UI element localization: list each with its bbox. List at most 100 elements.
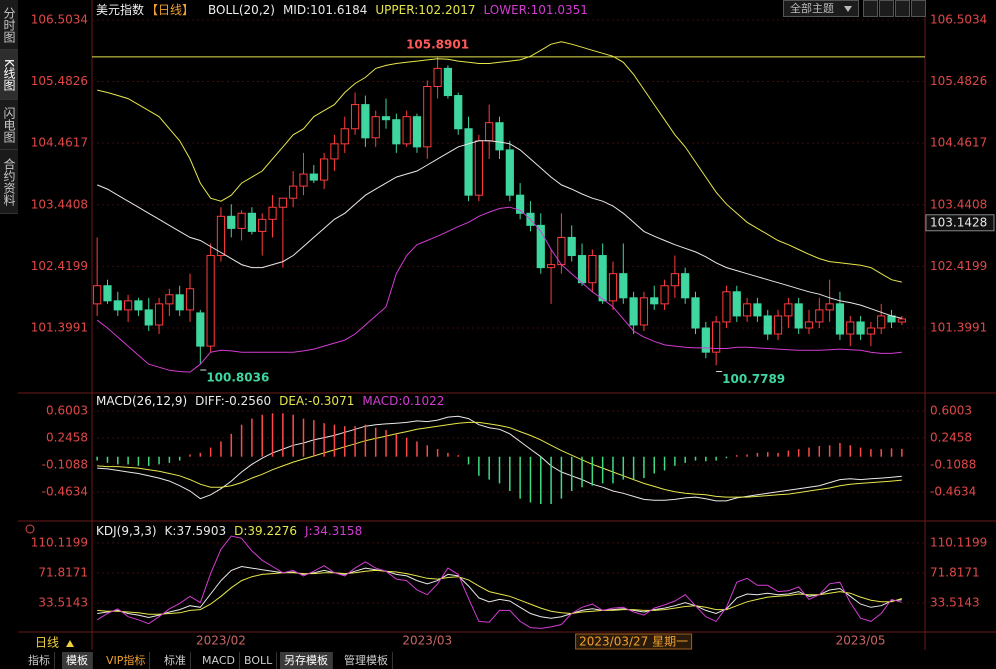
candle-body <box>835 303 845 335</box>
candle-body <box>93 285 102 305</box>
bottom-tab[interactable]: MACD <box>198 652 240 669</box>
candle-body <box>258 218 267 232</box>
legend-entry: DEA:-0.3071 <box>279 394 354 408</box>
candle-body <box>216 215 226 257</box>
candle-body <box>237 212 246 229</box>
candle-body <box>113 300 122 311</box>
series-line <box>97 569 902 615</box>
candle-body <box>846 321 855 335</box>
candle-body <box>608 273 618 302</box>
bottom-tab[interactable]: 模板 <box>62 652 93 669</box>
period-tab[interactable]: 日线 <box>35 636 59 650</box>
candle-body <box>681 273 690 299</box>
side-tab[interactable]: 闪电图 <box>0 100 18 150</box>
legend-entry: MID:101.6184 <box>283 3 367 17</box>
candle-body <box>381 116 391 121</box>
candle-body <box>794 303 803 329</box>
series-line <box>97 565 902 619</box>
bottom-tab[interactable]: 标准 <box>160 652 191 669</box>
bottom-tab[interactable]: 指标 <box>24 652 55 669</box>
candle-body <box>474 140 483 196</box>
theme-label: 全部主题 <box>790 2 834 15</box>
side-tab[interactable]: K线图 <box>0 50 18 100</box>
period-arrow[interactable] <box>66 640 74 647</box>
candle-body <box>144 309 153 326</box>
candle-body <box>712 321 721 353</box>
candle-body <box>505 149 514 196</box>
candle-body <box>691 297 700 329</box>
candle-body <box>598 255 607 302</box>
candle-body <box>588 255 597 284</box>
tool-icon[interactable] <box>863 0 878 17</box>
y-tick-label: 110.1199 <box>930 535 987 549</box>
candle-body <box>402 116 411 145</box>
y-tick-label: 71.8171 <box>38 565 88 579</box>
legend-entry: UPPER:102.2017 <box>375 3 475 17</box>
candle-body <box>175 294 184 311</box>
y-tick-label: 103.4408 <box>930 197 987 211</box>
panel-header: MACD(26,12,9) DIFF:-0.2560 DEA:-0.3071 MACD… <box>96 394 444 408</box>
candle-body <box>619 273 628 299</box>
candle-body <box>247 212 257 232</box>
candle-body <box>650 297 659 305</box>
candle-body <box>546 264 556 269</box>
candle-body <box>433 67 442 87</box>
candle-body <box>629 297 638 326</box>
candle-body <box>185 288 195 311</box>
y-tick-label: 101.3991 <box>930 321 987 335</box>
y-tick-label: -0.1088 <box>42 458 88 472</box>
candle-body <box>412 116 422 148</box>
candle-body <box>165 294 174 305</box>
side-tab[interactable]: 合约资料 <box>0 150 18 214</box>
theme-button[interactable]: 全部主题 <box>783 0 859 17</box>
y-tick-label: 0.2458 <box>930 430 972 444</box>
x-tick-label: 2023/02 <box>196 634 246 648</box>
candle-body <box>577 255 587 284</box>
candle-body <box>299 173 308 187</box>
side-tab[interactable]: 分时图 <box>0 0 18 50</box>
y-tick-label: 102.4199 <box>31 259 88 273</box>
legend-entry: MACD:0.1022 <box>362 394 444 408</box>
candle-body <box>763 315 772 335</box>
kdj-icon <box>25 524 35 534</box>
y-tick-label: 103.4408 <box>31 197 88 211</box>
bottom-tab[interactable]: 管理模板 <box>340 652 393 669</box>
bottom-tab[interactable]: 另存模板 <box>280 652 333 669</box>
candle-body <box>536 224 545 269</box>
bottom-tab[interactable]: VIP指标 <box>102 652 151 669</box>
crosshair-box <box>575 633 693 650</box>
header-subtitle: 【日线】 <box>146 3 194 17</box>
tool-icon[interactable] <box>895 0 910 17</box>
candle-body <box>773 315 783 335</box>
y-tick-label: 33.5143 <box>930 595 980 609</box>
y-tick-label: 104.4617 <box>31 136 88 150</box>
y-tick-label: 33.5143 <box>38 595 88 609</box>
high-label: 105.8901 <box>406 37 469 51</box>
series-line <box>97 421 902 498</box>
candle-body <box>289 185 298 199</box>
candle-body <box>516 194 525 214</box>
candle-body <box>123 300 133 311</box>
candle-body <box>825 303 834 311</box>
candle-body <box>134 300 143 311</box>
last-price-label: 103.1428 <box>930 215 987 229</box>
candle-body <box>464 128 473 196</box>
bottom-tab[interactable]: BOLL <box>240 652 278 669</box>
candle-body <box>227 215 236 229</box>
panel-header: KDJ(9,3,3) K:37.5903 D:39.2276 J:34.3158 <box>96 524 362 538</box>
series-line <box>97 140 902 319</box>
y-tick-label: 71.8171 <box>930 565 980 579</box>
legend-entry: J:34.3158 <box>304 524 362 538</box>
legend-entry: K:37.5903 <box>165 524 227 538</box>
tool-icon[interactable] <box>879 0 894 17</box>
candle-body <box>268 206 277 220</box>
tool-icon[interactable] <box>911 0 926 17</box>
y-tick-label: 106.5034 <box>930 12 987 26</box>
y-tick-label: 104.4617 <box>930 136 987 150</box>
candle-body <box>392 119 401 145</box>
series-line <box>96 206 902 373</box>
series-line <box>97 41 902 283</box>
y-tick-label: -0.4634 <box>930 485 976 499</box>
y-tick-label: 105.4826 <box>930 74 987 88</box>
candle-body <box>753 303 762 317</box>
